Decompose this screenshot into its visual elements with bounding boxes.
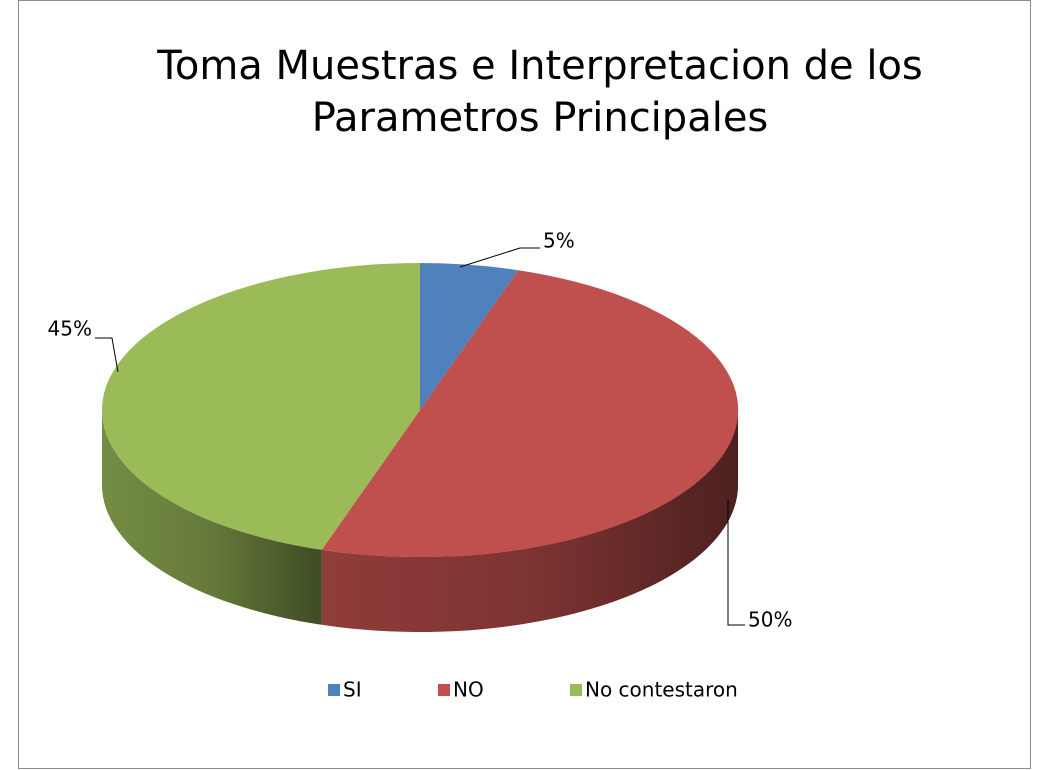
legend-label: No contestaron: [585, 678, 738, 702]
data-label: 5%: [543, 229, 575, 253]
chart-frame: [18, 0, 1031, 769]
legend-label: NO: [453, 678, 484, 702]
pie-side-shade: [321, 410, 738, 632]
legend-swatch: [570, 684, 582, 696]
leader-line: [95, 337, 119, 373]
pie-slice: [420, 263, 519, 410]
legend-swatch: [328, 684, 340, 696]
legend-label: SI: [343, 678, 362, 702]
data-label: 50%: [748, 608, 792, 632]
pie-slice: [102, 263, 421, 550]
legend-swatch: [438, 684, 450, 696]
pie-slice: [321, 270, 739, 558]
chart-title: Toma Muestras e Interpretacion de los Pa…: [157, 43, 923, 141]
pie-side-shade: [102, 410, 322, 625]
data-label: 45%: [48, 317, 92, 341]
leader-line: [727, 500, 745, 626]
leader-line: [459, 247, 540, 268]
